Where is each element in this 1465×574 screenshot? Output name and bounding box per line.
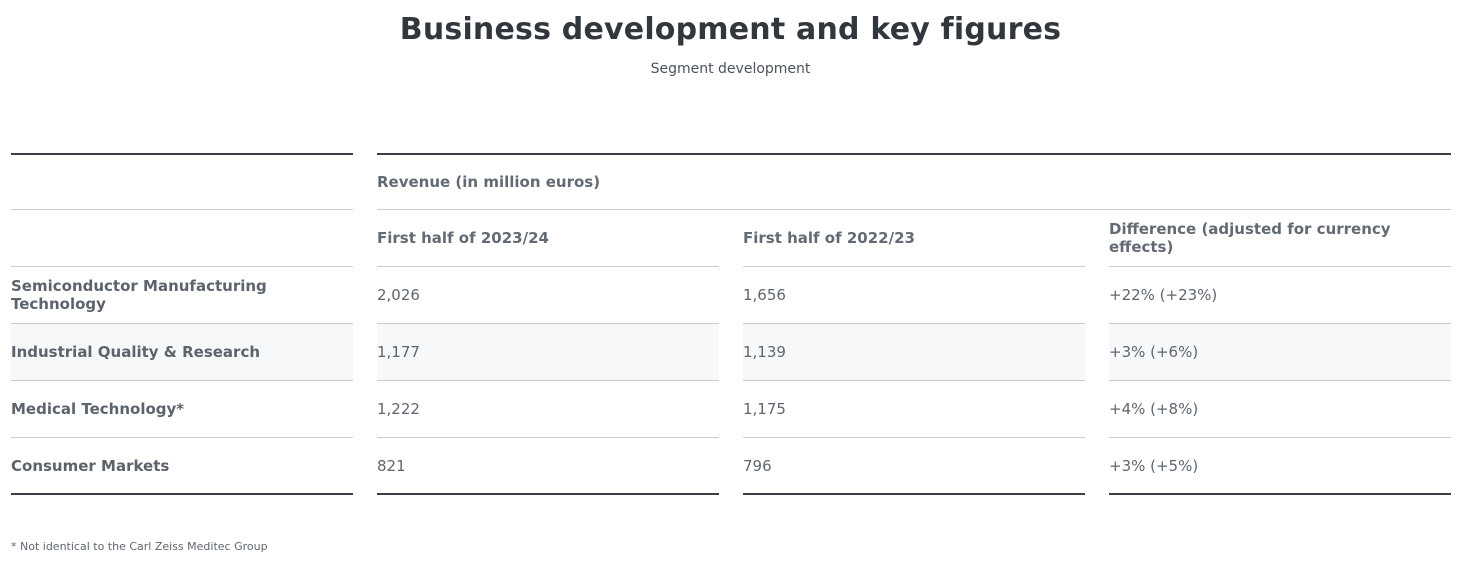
value-difference: +3% (+6%) xyxy=(1109,324,1451,381)
value-h1-2022-23: 1,656 xyxy=(743,267,1085,324)
column-header-segment xyxy=(11,210,353,267)
segment-label: Industrial Quality & Research xyxy=(11,324,353,381)
column-header-h1-2022-23: First half of 2022/23 xyxy=(743,210,1085,267)
table-row: Industrial Quality & Research 1,177 1,13… xyxy=(11,324,1451,381)
value-difference: +22% (+23%) xyxy=(1109,267,1451,324)
value-h1-2022-23: 1,175 xyxy=(743,381,1085,438)
value-h1-2023-24: 2,026 xyxy=(377,267,719,324)
value-h1-2023-24: 1,222 xyxy=(377,381,719,438)
segment-label: Consumer Markets xyxy=(11,438,353,495)
value-h1-2023-24: 821 xyxy=(377,438,719,495)
column-header-difference: Difference (adjusted for currency effect… xyxy=(1109,210,1451,267)
table-row: Medical Technology* 1,222 1,175 +4% (+8%… xyxy=(11,381,1451,438)
table-group-header-row: Revenue (in million euros) xyxy=(11,153,1451,210)
table-corner-cell xyxy=(11,153,353,210)
value-h1-2022-23: 796 xyxy=(743,438,1085,495)
value-h1-2023-24: 1,177 xyxy=(377,324,719,381)
table-row: Semiconductor Manufacturing Technology 2… xyxy=(11,267,1451,324)
segment-table: Revenue (in million euros) First half of… xyxy=(11,153,1451,495)
table-column-header-row: First half of 2023/24 First half of 2022… xyxy=(11,210,1451,267)
value-h1-2022-23: 1,139 xyxy=(743,324,1085,381)
page-title: Business development and key figures xyxy=(399,12,1062,47)
value-difference: +3% (+5%) xyxy=(1109,438,1451,495)
segment-label: Semiconductor Manufacturing Technology xyxy=(11,267,353,324)
page-subtitle: Segment development xyxy=(650,61,811,77)
value-difference: +4% (+8%) xyxy=(1109,381,1451,438)
table-row: Consumer Markets 821 796 +3% (+5%) xyxy=(11,438,1451,495)
segment-label: Medical Technology* xyxy=(11,381,353,438)
revenue-group-header: Revenue (in million euros) xyxy=(377,153,1451,210)
footnote: * Not identical to the Carl Zeiss Medite… xyxy=(11,540,268,553)
column-header-h1-2023-24: First half of 2023/24 xyxy=(377,210,719,267)
